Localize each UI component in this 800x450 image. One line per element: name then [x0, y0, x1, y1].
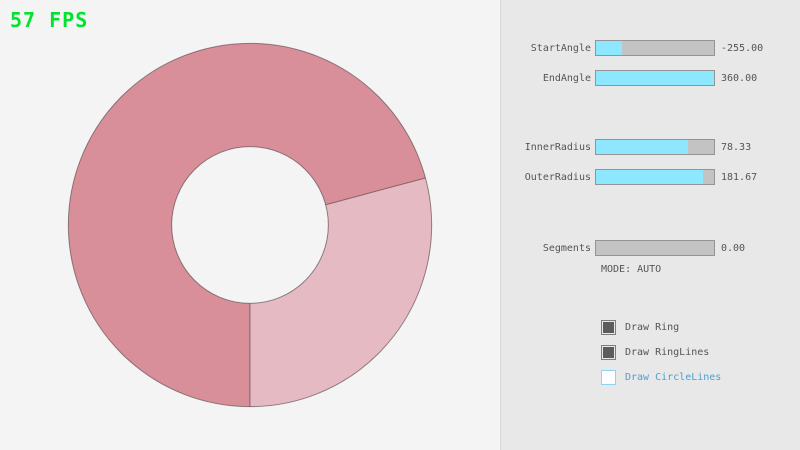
controls-panel: StartAngle -255.00 EndAngle 360.00 Inner… [500, 0, 800, 450]
innerradius-value: 78.33 [721, 141, 752, 153]
outerradius-slider[interactable] [595, 169, 715, 185]
checkbox-checkmark [603, 372, 614, 383]
endangle-label: EndAngle [542, 72, 591, 84]
checkbox-row-draw-ringlines: Draw RingLines [601, 345, 709, 360]
ring-figure [67, 42, 433, 408]
draw-circlelines-label: Draw CircleLines [625, 372, 722, 383]
fps-counter: 57 FPS [10, 8, 89, 32]
checkbox-checkmark [603, 322, 614, 333]
innerradius-label: InnerRadius [524, 141, 591, 153]
slider-row-innerradius: InnerRadius 78.33 [501, 139, 800, 155]
startangle-value: -255.00 [721, 42, 764, 54]
startangle-slider[interactable] [595, 40, 715, 56]
slider-fill [596, 71, 714, 85]
endangle-value: 360.00 [721, 72, 758, 84]
draw-circlelines-checkbox[interactable] [601, 370, 616, 385]
checkbox-row-draw-circlelines: Draw CircleLines [601, 370, 721, 385]
outerradius-label: OuterRadius [524, 171, 591, 183]
slider-row-outerradius: OuterRadius 181.67 [501, 169, 800, 185]
slider-row-startangle: StartAngle -255.00 [501, 40, 800, 56]
slider-fill [596, 41, 622, 55]
segments-label: Segments [542, 242, 591, 254]
mode-label: MODE: AUTO [601, 264, 662, 275]
slider-row-endangle: EndAngle 360.00 [501, 70, 800, 86]
segments-slider[interactable] [595, 240, 715, 256]
draw-ringlines-label: Draw RingLines [625, 347, 710, 358]
slider-fill [596, 170, 704, 184]
outerradius-value: 181.67 [721, 171, 758, 183]
checkbox-checkmark [603, 347, 614, 358]
innerradius-slider[interactable] [595, 139, 715, 155]
endangle-slider[interactable] [595, 70, 715, 86]
slider-fill [596, 140, 689, 154]
draw-ring-label: Draw Ring [625, 322, 680, 333]
slider-row-segments: Segments 0.00 [501, 240, 800, 256]
checkbox-row-draw-ring: Draw Ring [601, 320, 679, 335]
draw-ringlines-checkbox[interactable] [601, 345, 616, 360]
draw-ring-checkbox[interactable] [601, 320, 616, 335]
render-canvas: 57 FPS [10, 8, 433, 408]
segments-value: 0.00 [721, 242, 746, 254]
startangle-label: StartAngle [530, 42, 591, 54]
